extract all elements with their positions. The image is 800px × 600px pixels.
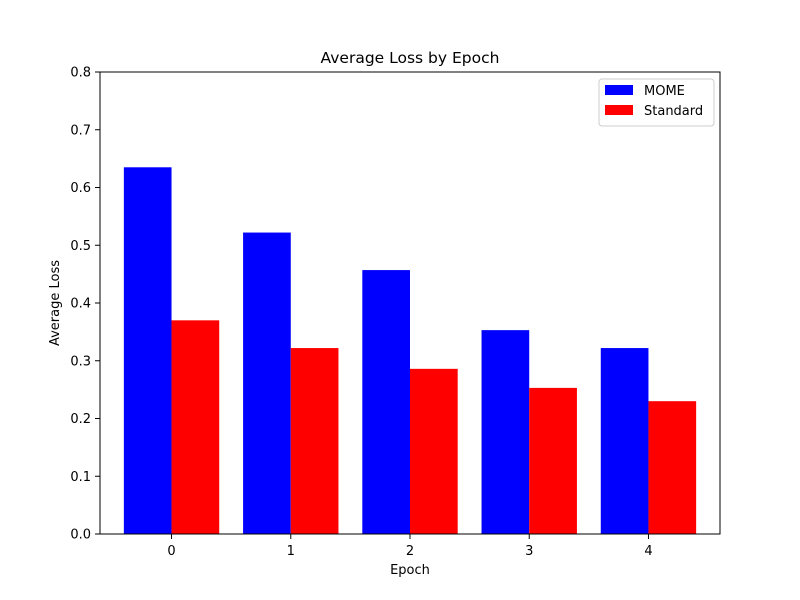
y-axis: 0.0 0.1 0.2 0.3 0.4 0.5 0.6 0.7 0.8 — [70, 66, 100, 543]
x-tick-label: 0 — [167, 544, 175, 559]
x-axis-label: Epoch — [390, 563, 430, 578]
bar-mome-epoch-3 — [481, 330, 530, 534]
y-tick-label: 0.4 — [70, 297, 91, 312]
bar-mome-epoch-1 — [243, 232, 291, 535]
y-tick-label: 0.8 — [70, 66, 91, 81]
y-tick-label: 0.2 — [70, 412, 91, 427]
x-tick-label: 2 — [406, 544, 414, 559]
bar-mome-epoch-2 — [362, 270, 410, 534]
y-tick-label: 0.3 — [70, 354, 91, 369]
y-tick-label: 0.0 — [70, 528, 91, 543]
legend-swatch-mome — [605, 85, 633, 95]
y-tick-label: 0.7 — [70, 123, 91, 138]
x-tick-label: 3 — [525, 544, 533, 559]
y-tick-label: 0.5 — [70, 239, 91, 254]
bar-standard-epoch-2 — [410, 368, 458, 534]
x-tick-label: 1 — [287, 544, 295, 559]
bars-group — [123, 167, 697, 535]
legend-label-mome: MOME — [644, 84, 685, 99]
plot-area — [99, 71, 721, 535]
bar-standard-epoch-1 — [290, 348, 339, 534]
legend-swatch-standard — [605, 105, 633, 115]
legend: MOME Standard — [598, 78, 715, 127]
bar-mome-epoch-4 — [600, 348, 649, 534]
bar-standard-epoch-4 — [648, 401, 697, 534]
x-tick-label: 4 — [644, 544, 652, 559]
bar-mome-epoch-0 — [123, 167, 172, 535]
bar-standard-epoch-3 — [529, 387, 577, 534]
y-tick-label: 0.6 — [70, 181, 91, 196]
legend-label-standard: Standard — [644, 104, 703, 119]
y-tick-label: 0.1 — [70, 470, 91, 485]
chart-title: Average Loss by Epoch — [321, 49, 500, 67]
bar-standard-epoch-0 — [171, 320, 220, 534]
y-axis-label: Average Loss — [48, 260, 63, 346]
x-axis: 0 1 2 3 4 — [167, 534, 653, 559]
